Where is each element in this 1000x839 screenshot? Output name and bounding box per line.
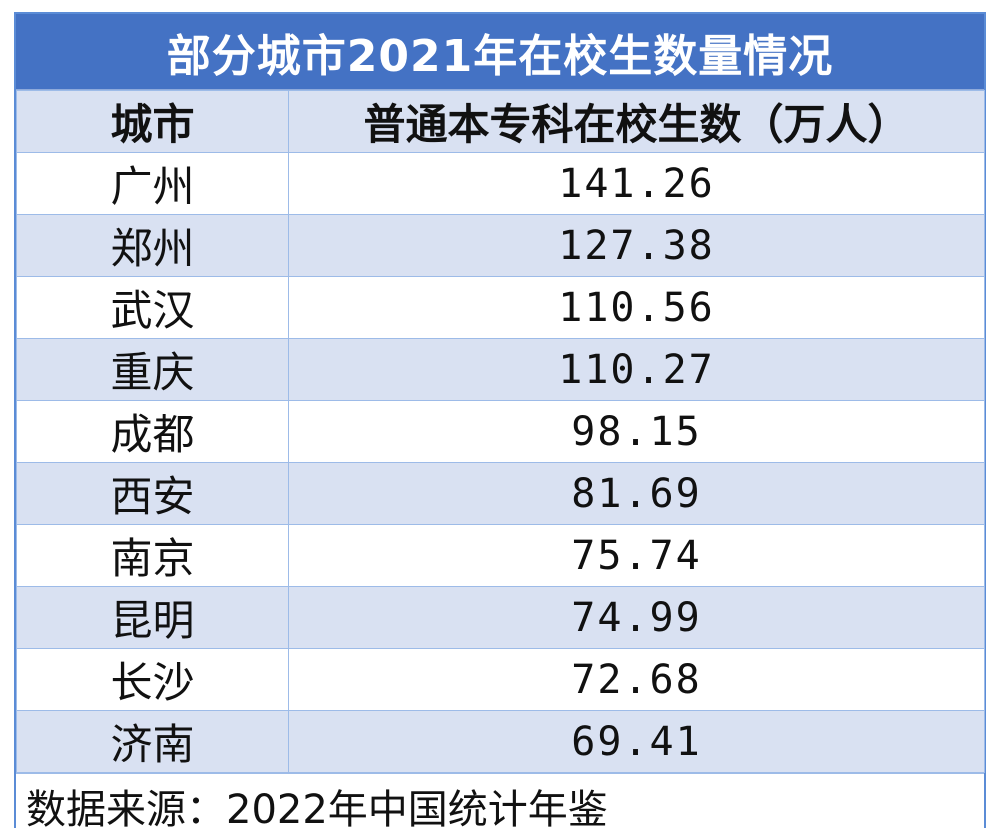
- value-cell: 81.69: [288, 462, 985, 525]
- table-row: 昆明 74.99: [16, 586, 985, 649]
- table-row: 成都 98.15: [16, 400, 985, 463]
- city-cell: 广州: [16, 152, 289, 215]
- value-cell: 72.68: [288, 648, 985, 711]
- value-cell: 74.99: [288, 586, 985, 649]
- city-cell: 南京: [16, 524, 289, 587]
- city-cell: 昆明: [16, 586, 289, 649]
- table-row: 济南 69.41: [16, 710, 985, 773]
- column-header-city: 城市: [16, 90, 289, 153]
- students-table: 城市 普通本专科在校生数（万人） 广州 141.26 郑州 127.38 武汉 …: [16, 90, 985, 773]
- value-cell: 110.27: [288, 338, 985, 401]
- table-row: 广州 141.26: [16, 152, 985, 215]
- table-row: 西安 81.69: [16, 462, 985, 525]
- city-cell: 郑州: [16, 214, 289, 277]
- table-row: 长沙 72.68: [16, 648, 985, 711]
- table-row: 重庆 110.27: [16, 338, 985, 401]
- value-cell: 69.41: [288, 710, 985, 773]
- value-cell: 127.38: [288, 214, 985, 277]
- value-cell: 141.26: [288, 152, 985, 215]
- value-cell: 110.56: [288, 276, 985, 339]
- table-row: 武汉 110.56: [16, 276, 985, 339]
- city-cell: 武汉: [16, 276, 289, 339]
- table-title: 部分城市2021年在校生数量情况: [16, 14, 984, 90]
- table-row: 南京 75.74: [16, 524, 985, 587]
- stats-table-card: 部分城市2021年在校生数量情况 城市 普通本专科在校生数（万人） 广州 141…: [14, 12, 986, 837]
- column-header-students: 普通本专科在校生数（万人）: [288, 90, 985, 153]
- table-row: 郑州 127.38: [16, 214, 985, 277]
- city-cell: 济南: [16, 710, 289, 773]
- header-row: 城市 普通本专科在校生数（万人）: [16, 90, 985, 153]
- city-cell: 重庆: [16, 338, 289, 401]
- city-cell: 西安: [16, 462, 289, 525]
- city-cell: 长沙: [16, 648, 289, 711]
- city-cell: 成都: [16, 400, 289, 463]
- source-note: 数据来源：2022年中国统计年鉴: [16, 773, 984, 837]
- value-cell: 75.74: [288, 524, 985, 587]
- value-cell: 98.15: [288, 400, 985, 463]
